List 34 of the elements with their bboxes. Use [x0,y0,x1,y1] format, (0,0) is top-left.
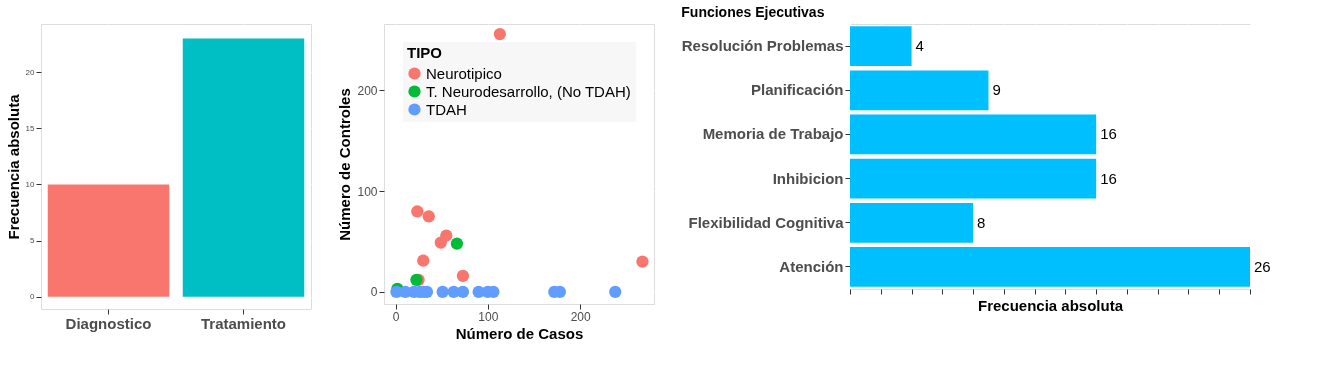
y-tick-label: 5 [30,236,36,246]
y-tick-label: Memoria de Trabajo [702,125,844,143]
data-label: 16 [1100,169,1117,187]
x-tick-label: 0 [392,309,400,324]
y-tick-label: Planificación [750,81,844,99]
legend-title: TIPO [407,44,443,61]
legend-label: TDAH [426,100,467,118]
y-tick-label: 0 [30,292,36,302]
legend-label: Neurotipico [426,64,502,82]
x-axis-title: Frecuencia absoluta [977,297,1124,314]
y-axis-title: Número de Controles [336,88,354,241]
y-tick-label: 20 [25,67,36,77]
data-label: 16 [1100,125,1117,143]
data-label: 9 [992,81,1001,99]
y-axis-title: Frecuencia absoluta [4,93,22,240]
y-tick-label: Atención [779,257,844,275]
data-label: 4 [915,37,924,55]
y-tick-label: 200 [357,83,378,98]
x-tick-label: 100 [478,309,499,324]
x-axis-title: Número de Casos [455,324,584,342]
chart-title: Funciones Ejecutivas [681,4,825,20]
y-tick-label: Resolución Problemas [681,37,844,55]
x-tick-label: Tratamiento [200,314,287,332]
data-label: 8 [977,213,986,231]
x-tick-label: 200 [570,309,591,324]
y-tick-label: 10 [25,179,36,189]
legend-label: T. Neurodesarrollo, (No TDAH) [426,82,631,100]
y-tick-label: Inhibicion [772,169,844,187]
y-tick-label: 15 [25,123,36,133]
data-label: 26 [1254,257,1271,275]
y-tick-label: 100 [357,184,378,199]
y-tick-label: Flexibilidad Cognitiva [688,213,845,231]
x-tick-label: Diagnostico [65,314,152,332]
y-tick-label: 0 [370,285,378,300]
